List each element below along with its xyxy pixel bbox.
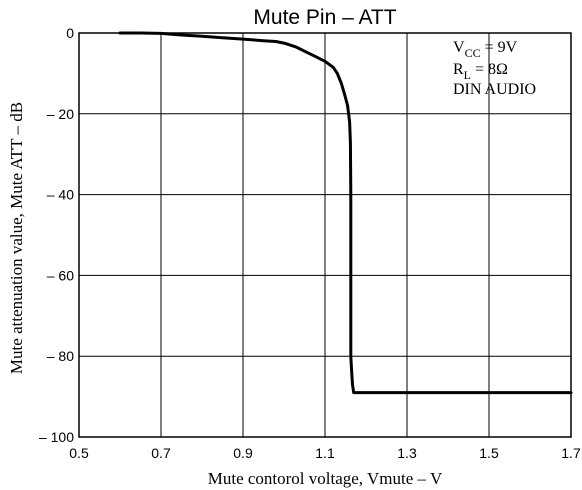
- y-tick-label: 0: [66, 25, 74, 41]
- y-tick-label: – 60: [47, 267, 74, 283]
- plot-frame: [78, 32, 572, 438]
- y-axis-label: Mute attenuation value, Mute ATT – dB: [7, 102, 26, 374]
- x-axis-label: Mute contorol voltage, Vmute – V: [208, 469, 443, 488]
- y-tick-label: – 100: [39, 429, 74, 445]
- annotation-vcc: VCC = 9V: [453, 39, 518, 60]
- attenuation-curve: [118, 31, 573, 395]
- y-tick-label: – 20: [47, 106, 74, 122]
- y-tick-label: – 80: [47, 348, 74, 364]
- chart-title: Mute Pin – ATT: [253, 6, 396, 29]
- x-tick-labels: 0.5 0.7 0.9 1.1 1.3 1.5 1.7: [69, 445, 581, 461]
- x-tick-label: 1.1: [315, 445, 335, 461]
- x-tick-label: 0.5: [69, 445, 89, 461]
- y-tick-labels: 0 – 20 – 40 – 60 – 80 – 100: [39, 25, 74, 445]
- x-tick-label: 0.9: [233, 445, 253, 461]
- x-tick-label: 0.7: [151, 445, 171, 461]
- annotation-rl: RL = 8Ω: [453, 61, 508, 82]
- y-tick-label: – 40: [47, 187, 74, 203]
- conditions-annotation: VCC = 9V RL = 8Ω DIN AUDIO: [453, 39, 536, 98]
- x-tick-label: 1.3: [397, 445, 417, 461]
- x-tick-label: 1.7: [561, 445, 581, 461]
- annotation-din-audio: DIN AUDIO: [453, 81, 536, 98]
- x-tick-label: 1.5: [479, 445, 499, 461]
